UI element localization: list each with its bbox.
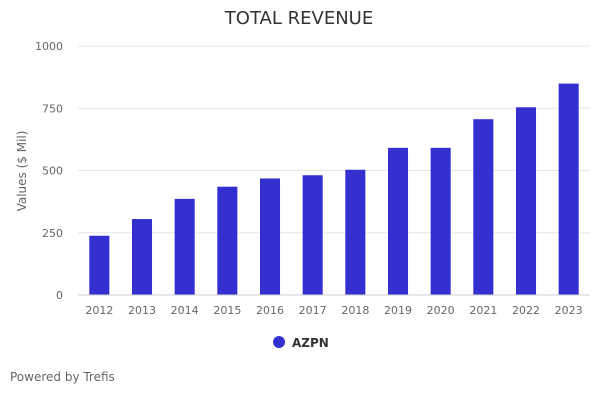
bar-2022[interactable] xyxy=(515,107,537,295)
y-tick-label-250: 250 xyxy=(42,227,63,240)
x-tick-label-2014: 2014 xyxy=(171,304,199,317)
y-tick-label-1000: 1000 xyxy=(35,40,63,53)
bars xyxy=(89,83,579,296)
y-axis-label: Values ($ Mil) xyxy=(15,131,29,212)
legend-label-azpn: AZPN xyxy=(292,336,329,350)
y-tick-label-500: 500 xyxy=(42,165,63,178)
bar-2020[interactable] xyxy=(430,147,451,295)
legend-marker-azpn xyxy=(273,336,285,348)
x-tick-label-2017: 2017 xyxy=(299,304,327,317)
x-tick-label-2013: 2013 xyxy=(128,304,156,317)
x-tick-label-2016: 2016 xyxy=(256,304,284,317)
bar-2012[interactable] xyxy=(89,235,110,295)
bar-2013[interactable] xyxy=(131,219,153,295)
bar-2015[interactable] xyxy=(217,186,238,295)
x-tick-label-2015: 2015 xyxy=(213,304,241,317)
legend[interactable]: AZPN xyxy=(273,336,329,350)
x-tick-label-2012: 2012 xyxy=(85,304,113,317)
y-axis-ticks: 0 250 500 750 1000 xyxy=(35,40,63,302)
gridlines xyxy=(78,45,590,234)
x-axis-ticks: 2012 2013 2014 2015 2016 2017 2018 2019 2020 2021… xyxy=(85,304,582,317)
powered-by-credit: Powered by Trefis xyxy=(10,370,115,384)
bar-2023[interactable] xyxy=(558,83,579,295)
bar-2014[interactable] xyxy=(174,198,195,295)
x-tick-label-2019: 2019 xyxy=(384,304,412,317)
y-tick-label-750: 750 xyxy=(42,102,63,115)
bar-2021[interactable] xyxy=(473,119,494,296)
bar-2018[interactable] xyxy=(345,169,366,295)
x-tick-label-2018: 2018 xyxy=(341,304,369,317)
x-tick-label-2021: 2021 xyxy=(469,304,497,317)
chart-title: TOTAL REVENUE xyxy=(224,8,373,29)
bar-2017[interactable] xyxy=(302,175,323,295)
bar-2016[interactable] xyxy=(259,178,281,295)
x-tick-label-2020: 2020 xyxy=(427,304,455,317)
x-tick-label-2022: 2022 xyxy=(512,304,540,317)
x-tick-label-2023: 2023 xyxy=(555,304,583,317)
y-tick-label-0: 0 xyxy=(56,289,63,302)
bar-2019[interactable] xyxy=(387,147,409,295)
